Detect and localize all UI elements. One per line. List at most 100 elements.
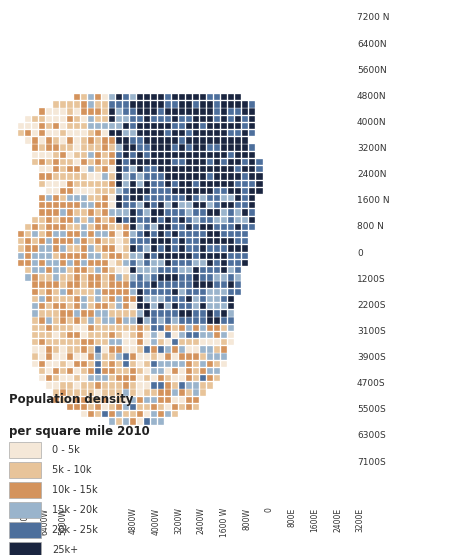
Bar bbox=[60, 137, 66, 144]
Bar bbox=[130, 303, 136, 309]
Bar bbox=[144, 325, 150, 331]
Bar bbox=[172, 209, 178, 216]
Text: 4800W: 4800W bbox=[129, 507, 138, 534]
Bar bbox=[81, 108, 87, 115]
Text: 4000N: 4000N bbox=[357, 118, 386, 127]
Bar bbox=[123, 332, 129, 338]
Bar bbox=[172, 173, 178, 180]
Bar bbox=[186, 195, 192, 201]
Text: 4700S: 4700S bbox=[357, 379, 385, 388]
Bar bbox=[123, 144, 129, 151]
Bar bbox=[81, 354, 87, 360]
Bar bbox=[74, 159, 80, 165]
Bar bbox=[102, 130, 108, 137]
Bar bbox=[186, 101, 192, 108]
Bar bbox=[137, 159, 143, 165]
Bar bbox=[179, 382, 185, 388]
Bar bbox=[109, 274, 115, 280]
Bar bbox=[200, 224, 206, 230]
Bar bbox=[137, 231, 143, 238]
Bar bbox=[207, 166, 213, 173]
Bar bbox=[137, 144, 143, 151]
Bar bbox=[186, 317, 192, 324]
Bar bbox=[144, 274, 150, 280]
Bar bbox=[81, 115, 87, 122]
Bar bbox=[242, 152, 248, 158]
Bar bbox=[200, 245, 206, 252]
Bar bbox=[81, 332, 87, 338]
Bar bbox=[67, 245, 73, 252]
Bar bbox=[74, 152, 80, 158]
Bar bbox=[200, 346, 206, 352]
Bar bbox=[207, 209, 213, 216]
Bar bbox=[32, 310, 38, 316]
Bar bbox=[158, 202, 164, 209]
Bar bbox=[81, 144, 87, 151]
Bar bbox=[207, 274, 213, 280]
Bar bbox=[200, 281, 206, 287]
Bar bbox=[172, 368, 178, 374]
Bar bbox=[67, 296, 73, 302]
Bar bbox=[123, 404, 129, 410]
Bar bbox=[116, 303, 122, 309]
Bar bbox=[179, 281, 185, 287]
Bar bbox=[228, 339, 235, 345]
Bar bbox=[186, 382, 192, 388]
Bar bbox=[74, 368, 80, 374]
Bar bbox=[109, 108, 115, 115]
Bar bbox=[88, 339, 94, 345]
Bar bbox=[67, 115, 73, 122]
Bar bbox=[221, 238, 228, 245]
Bar bbox=[130, 296, 136, 302]
Bar bbox=[32, 224, 38, 230]
Bar bbox=[235, 101, 241, 108]
Bar bbox=[88, 130, 94, 137]
Bar bbox=[116, 418, 122, 425]
Bar bbox=[53, 216, 59, 223]
Bar bbox=[130, 115, 136, 122]
Bar bbox=[53, 166, 59, 173]
Bar bbox=[172, 144, 178, 151]
Bar bbox=[123, 173, 129, 180]
Text: 5k - 10k: 5k - 10k bbox=[52, 465, 92, 475]
Bar bbox=[242, 173, 248, 180]
Bar bbox=[130, 289, 136, 295]
Bar bbox=[172, 397, 178, 403]
Bar bbox=[137, 195, 143, 201]
Bar bbox=[235, 195, 241, 201]
Bar bbox=[214, 108, 220, 115]
Bar bbox=[200, 94, 206, 100]
Bar bbox=[53, 289, 59, 295]
Bar bbox=[53, 375, 59, 381]
Bar bbox=[214, 245, 220, 252]
Bar bbox=[137, 281, 143, 287]
Bar bbox=[186, 346, 192, 352]
Bar bbox=[130, 108, 136, 115]
Bar bbox=[158, 188, 164, 194]
Bar bbox=[193, 253, 200, 259]
Bar bbox=[25, 137, 31, 144]
Bar bbox=[123, 368, 129, 374]
Bar bbox=[235, 123, 241, 129]
Bar bbox=[200, 339, 206, 345]
Bar bbox=[60, 397, 66, 403]
Bar bbox=[144, 231, 150, 238]
Bar bbox=[67, 375, 73, 381]
Bar bbox=[123, 245, 129, 252]
Bar bbox=[95, 317, 101, 324]
Bar bbox=[165, 238, 171, 245]
Bar bbox=[67, 289, 73, 295]
Bar bbox=[116, 404, 122, 410]
Bar bbox=[123, 209, 129, 216]
Bar bbox=[242, 209, 248, 216]
Bar bbox=[214, 346, 220, 352]
Bar bbox=[39, 245, 45, 252]
Bar bbox=[172, 346, 178, 352]
Bar bbox=[172, 202, 178, 209]
Bar bbox=[221, 159, 228, 165]
Bar bbox=[172, 339, 178, 345]
Bar bbox=[32, 130, 38, 137]
Bar bbox=[242, 115, 248, 122]
Bar bbox=[165, 310, 171, 316]
Bar bbox=[179, 368, 185, 374]
